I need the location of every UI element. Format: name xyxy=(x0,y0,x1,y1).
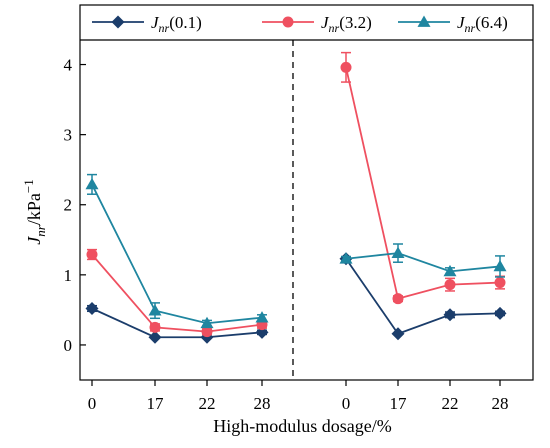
series-line xyxy=(345,67,501,300)
x-tick-label: 0 xyxy=(88,394,97,413)
plot-border xyxy=(79,4,534,381)
legend-label: Jnr(3.2) xyxy=(321,13,372,35)
data-point xyxy=(494,277,506,289)
data-point xyxy=(339,252,353,264)
legend-marker xyxy=(282,16,294,28)
data-point xyxy=(255,325,269,339)
legend-item-2: Jnr(3.2) xyxy=(262,13,372,35)
series-line xyxy=(91,184,263,325)
data-point xyxy=(444,279,456,291)
data-point xyxy=(200,316,214,329)
data-point xyxy=(201,326,213,338)
legend-marker xyxy=(111,15,125,29)
data-point xyxy=(86,249,98,261)
data-point xyxy=(340,61,352,73)
y-tick-label: 0 xyxy=(64,336,73,355)
x-tick-label: 28 xyxy=(492,394,509,413)
y-axis-title: Jnr/kPa−1 xyxy=(21,179,48,244)
legend-label: Jnr(0.1) xyxy=(151,13,202,35)
series-line xyxy=(345,252,501,273)
x-tick-label: 22 xyxy=(442,394,459,413)
y-tick-label: 1 xyxy=(64,266,73,285)
x-tick-label: 17 xyxy=(390,394,408,413)
x-tick-label: 17 xyxy=(147,394,165,413)
legend: Jnr(0.1) Jnr(3.2) Jnr(6.4) xyxy=(92,13,508,35)
legend-marker xyxy=(417,15,431,27)
series-2 xyxy=(86,51,506,338)
series-1 xyxy=(85,252,507,344)
data-point xyxy=(85,177,99,190)
legend-item-1: Jnr(0.1) xyxy=(92,13,202,35)
data-point xyxy=(148,330,162,344)
data-point xyxy=(391,327,405,341)
x-tick-label: 22 xyxy=(199,394,216,413)
data-point xyxy=(148,304,162,316)
data-point xyxy=(85,301,99,315)
data-point xyxy=(443,264,457,277)
data-point xyxy=(255,311,269,323)
y-tick-label: 4 xyxy=(64,56,73,75)
data-point xyxy=(391,246,405,258)
legend-item-3: Jnr(6.4) xyxy=(398,13,508,35)
axis-labels: 0 1 2 3 4 0 17 22 28 0 17 22 28 High-modulus dosage/%… xyxy=(21,56,509,436)
series-line xyxy=(345,258,501,335)
series-line xyxy=(91,307,263,339)
data-point xyxy=(392,293,404,305)
series-line xyxy=(91,253,263,333)
series-3 xyxy=(85,173,507,329)
x-tick-label: 0 xyxy=(342,394,351,413)
chart-marks xyxy=(85,51,507,344)
plot-frame xyxy=(79,4,534,386)
data-point xyxy=(493,259,507,272)
y-tick-label: 3 xyxy=(64,126,73,145)
data-point xyxy=(493,306,507,320)
x-tick-label: 28 xyxy=(254,394,271,413)
data-point xyxy=(149,321,161,333)
legend-label: Jnr(6.4) xyxy=(457,13,508,35)
y-tick-label: 2 xyxy=(64,196,73,215)
data-point xyxy=(443,308,457,322)
x-axis-title: High-modulus dosage/% xyxy=(213,416,391,436)
